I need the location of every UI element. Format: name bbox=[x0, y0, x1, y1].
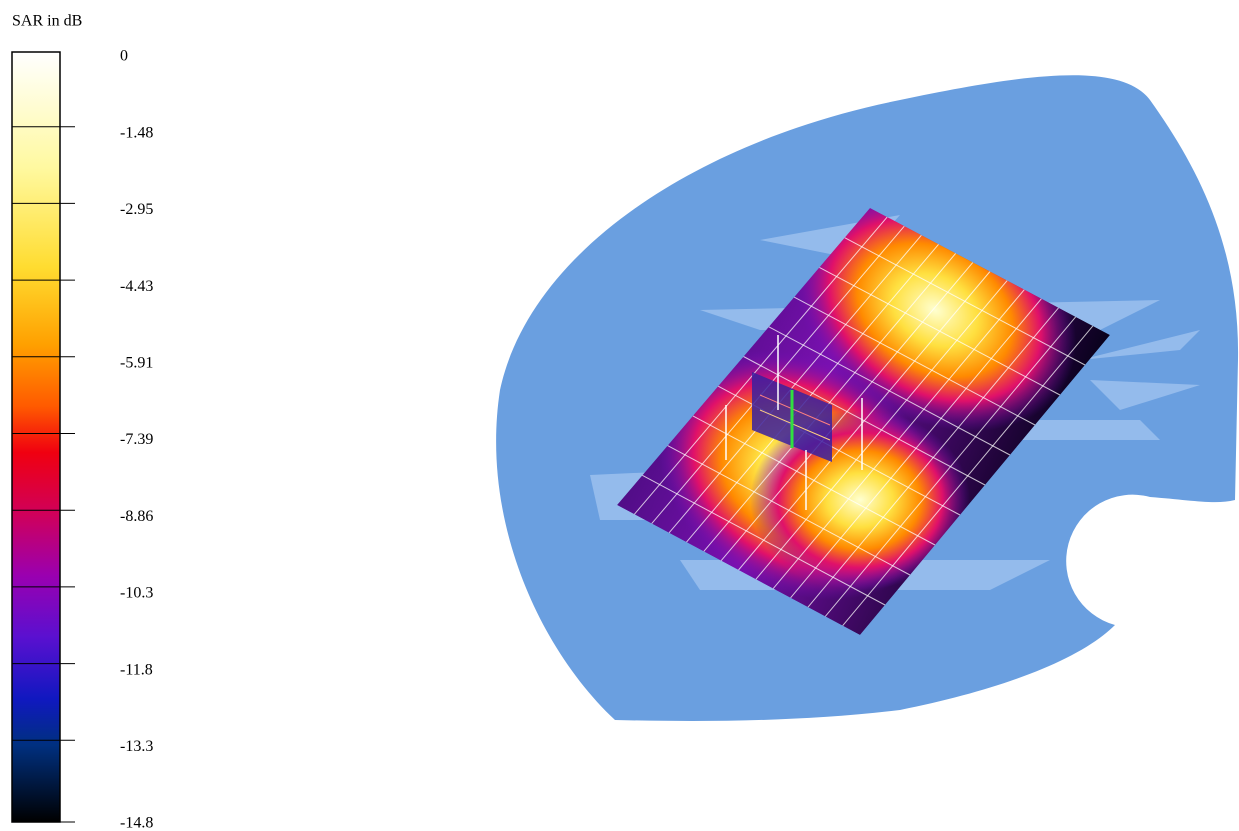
colorbar-label: -11.8 bbox=[120, 661, 153, 678]
colorbar-label: -8.86 bbox=[120, 508, 153, 525]
colorbar-label: -5.91 bbox=[120, 354, 153, 371]
plate-grid-line bbox=[703, 253, 957, 552]
plate-grid-line bbox=[738, 271, 991, 571]
plate-grid-line bbox=[790, 298, 1042, 599]
plate-grid-line bbox=[668, 234, 922, 534]
plate-grid-line bbox=[842, 325, 1094, 627]
colorbar-label: -13.3 bbox=[120, 738, 153, 755]
colorbar-label: 0 bbox=[120, 48, 128, 65]
colorbar-label: -10.3 bbox=[120, 585, 153, 602]
colorbar bbox=[11, 51, 61, 823]
plate-grid-line bbox=[824, 316, 1077, 617]
colorbar-labels: 0 -1.48 -2.95 -4.43 -5.91 -7.39 -8.86 -10.3 -11.… bbox=[120, 48, 153, 831]
plate-grid-line bbox=[686, 243, 939, 543]
colorbar-label: -14.8 bbox=[120, 815, 153, 831]
plate-grid-line bbox=[772, 289, 1025, 589]
antenna bbox=[725, 335, 863, 510]
plate-grid-line bbox=[807, 307, 1059, 608]
plate-grid-line bbox=[633, 216, 888, 515]
colorbar-label: -1.48 bbox=[120, 124, 153, 141]
colorbar-label: -7.39 bbox=[120, 431, 153, 448]
colorbar-title: SAR in dB bbox=[12, 13, 82, 30]
colorbar-label: -2.95 bbox=[120, 201, 153, 218]
colorbar-label: -4.43 bbox=[120, 278, 153, 295]
plate-grid-line bbox=[755, 280, 1008, 580]
colorbar-ticks bbox=[12, 126, 75, 823]
plate-grid-line bbox=[720, 262, 974, 562]
